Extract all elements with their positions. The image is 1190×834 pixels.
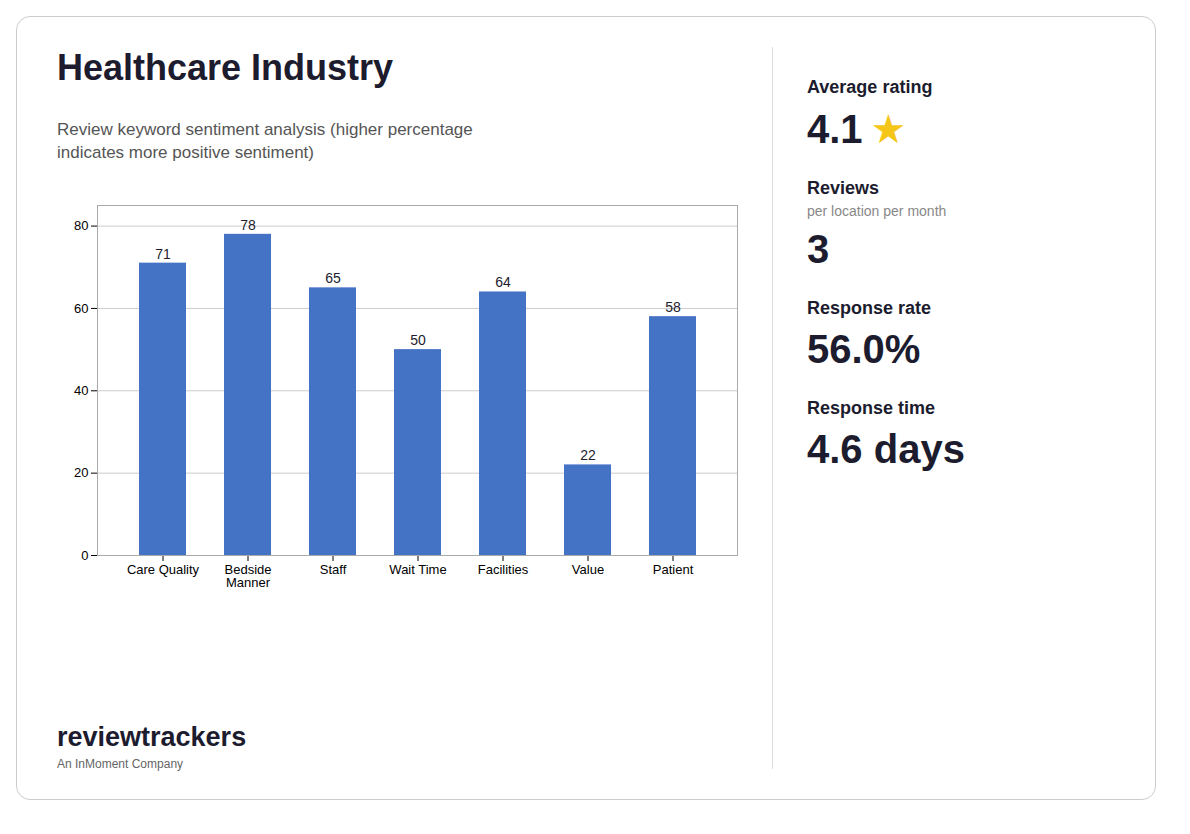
- html-text:indicates more positive sentim: indicates more positive sentiment): [57, 142, 314, 162]
- html-text:4.6 days: 4.6 days: [807, 427, 965, 471]
- svg-text:0: 0: [81, 548, 88, 563]
- svg-text:Care Quality: Care Quality: [127, 562, 200, 577]
- html-text:Review keyword sentiment analy: Review keyword sentiment analysis (highe…: [57, 120, 473, 139]
- svg-text:80: 80: [74, 218, 88, 233]
- svg-text:Facilities: Facilities: [478, 562, 529, 577]
- html-text:56.0%: 56.0%: [807, 327, 921, 371]
- svg-text:40: 40: [74, 383, 88, 398]
- svg-text:64: 64: [495, 274, 511, 290]
- html-text:per location per month: per location per month: [807, 203, 947, 219]
- svg-text:71: 71: [155, 246, 171, 262]
- svg-text:Staff: Staff: [320, 562, 347, 577]
- svg-text:50: 50: [410, 332, 426, 348]
- html-text:Response rate: Response rate: [807, 298, 932, 318]
- html-text:Healthcare Industry: Healthcare Industry: [57, 47, 394, 88]
- html-text:Average rating: Average rating: [807, 77, 933, 97]
- svg-text:Patient: Patient: [653, 562, 694, 577]
- html-text:3: 3: [807, 227, 830, 271]
- svg-text:Value: Value: [572, 562, 604, 577]
- svg-text:20: 20: [74, 465, 88, 480]
- svg-text:78: 78: [240, 217, 256, 233]
- svg-text:65: 65: [325, 270, 341, 286]
- svg-text:58: 58: [665, 299, 681, 315]
- svg-text:BedsideManner: BedsideManner: [225, 562, 272, 590]
- html-text:reviewtrackers: reviewtrackers: [57, 722, 247, 752]
- html-text:An InMoment Company: An InMoment Company: [57, 757, 184, 771]
- html-text:Reviews: Reviews: [807, 178, 879, 198]
- html-text:Response time: Response time: [807, 398, 935, 418]
- svg-text:Wait Time: Wait Time: [389, 562, 446, 577]
- svg-text:60: 60: [74, 300, 88, 315]
- html-text:4.1 ★: 4.1 ★: [807, 107, 907, 151]
- svg-text:22: 22: [580, 447, 596, 463]
